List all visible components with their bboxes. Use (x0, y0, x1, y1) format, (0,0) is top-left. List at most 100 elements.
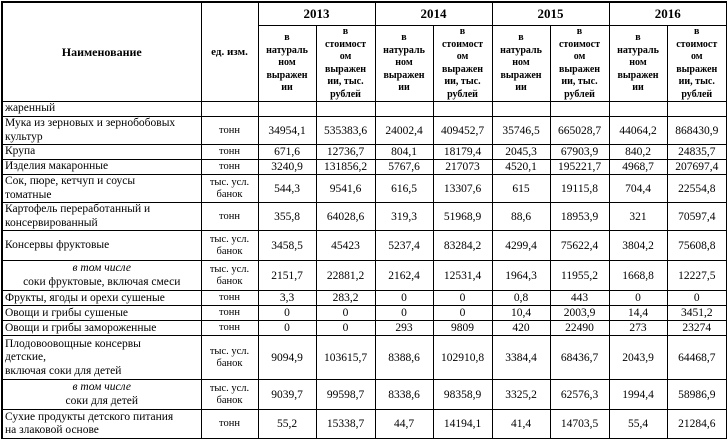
value-cell: 293 (374, 320, 434, 337)
value-cell: 321 (608, 202, 668, 232)
value-cell: 14194,1 (432, 409, 493, 439)
row-name: Овощи и грибы замороженные (1, 320, 202, 337)
value-cell: 3240,9 (257, 159, 317, 176)
value-cell: 4299,4 (491, 230, 551, 262)
value-cell: 12531,4 (432, 260, 493, 292)
value-cell: 10,4 (491, 305, 551, 322)
value-cell: 615 (491, 174, 551, 204)
row-name: Сухие продукты детского питания на злако… (1, 409, 202, 439)
value-cell: 804,1 (374, 144, 434, 161)
value-cell: 355,8 (257, 202, 317, 232)
table-row: Овощи и грибы замороженные тонн 0 0 293 9809 4… (1, 320, 727, 337)
value-cell: 2003,9 (549, 305, 610, 322)
value-cell: 3804,2 (608, 230, 668, 262)
value-cell: 75608,8 (666, 230, 727, 262)
value-cell: 64468,7 (666, 335, 727, 381)
value-cell: 0 (608, 290, 668, 307)
row-unit: тонн (200, 159, 259, 176)
value-cell: 13307,6 (432, 174, 493, 204)
value-cell: 2043,9 (608, 335, 668, 381)
row-unit: тыс. усл. банок (200, 335, 259, 381)
value-cell (491, 101, 551, 117)
row-unit (200, 101, 259, 117)
table-row: Изделия макаронные тонн 3240,9 131856,2 5767… (1, 159, 727, 176)
table-row: Сок, пюре, кетчуп и соусы томатные тыс. у… (1, 174, 727, 204)
value-cell: 12227,5 (666, 260, 727, 292)
value-cell (666, 101, 727, 117)
subheader-value: в стоимост ом выражен ии, тыс. рублей (315, 25, 376, 102)
subheader-natural: в натураль ном выражен ии (491, 25, 551, 102)
value-cell: 665028,7 (549, 115, 610, 146)
value-cell: 44064,2 (608, 115, 668, 146)
value-cell: 9809 (432, 320, 493, 337)
value-cell: 840,2 (608, 144, 668, 161)
value-cell: 8338,6 (374, 379, 434, 411)
value-cell: 544,3 (257, 174, 317, 204)
value-cell: 671,6 (257, 144, 317, 161)
value-cell: 273 (608, 320, 668, 337)
value-cell: 99598,7 (315, 379, 376, 411)
row-name: Овощи и грибы сушеные (1, 305, 202, 322)
table-row: в том числе соки для детей тыс. усл. банок… (1, 379, 727, 411)
value-cell: 21284,6 (666, 409, 727, 439)
value-cell: 102910,8 (432, 335, 493, 381)
value-cell: 58986,9 (666, 379, 727, 411)
value-cell: 41,4 (491, 409, 551, 439)
value-cell: 8388,6 (374, 335, 434, 381)
value-cell: 67903,9 (549, 144, 610, 161)
table-row: Крупа тонн 671,6 12736,7 804,1 18179,4 2045,3 6… (1, 144, 727, 161)
value-cell: 55,4 (608, 409, 668, 439)
subheader-natural: в натураль ном выражен ии (608, 25, 668, 102)
value-cell: 11955,2 (549, 260, 610, 292)
value-cell (432, 101, 493, 117)
table-row: Овощи и грибы сушеные тонн 0 0 0 0 10,4 2003,9 1… (1, 305, 727, 322)
subheader-value: в стоимост ом выражен ии, тыс. рублей (432, 25, 493, 102)
value-cell: 70597,4 (666, 202, 727, 232)
value-cell (608, 101, 668, 117)
value-cell: 0 (315, 305, 376, 322)
row-name: Консервы фруктовые (1, 230, 202, 262)
row-unit: тыс. усл. банок (200, 379, 259, 411)
value-cell: 103615,7 (315, 335, 376, 381)
value-cell: 15338,7 (315, 409, 376, 439)
value-cell: 207697,4 (666, 159, 727, 176)
value-cell: 55,2 (257, 409, 317, 439)
value-cell: 283,2 (315, 290, 376, 307)
table-row: Фрукты, ягоды и орехи сушеные тонн 3,3 283,… (1, 290, 727, 307)
value-cell: 64028,6 (315, 202, 376, 232)
column-header-name: Наименование (1, 1, 202, 102)
value-cell: 1964,3 (491, 260, 551, 292)
value-cell: 4520,1 (491, 159, 551, 176)
row-name: Фрукты, ягоды и орехи сушеные (1, 290, 202, 307)
column-header-year-2016: 2016 (608, 1, 727, 26)
row-unit: тыс. усл. банок (200, 260, 259, 292)
value-cell: 3451,2 (666, 305, 727, 322)
subheader-natural: в натураль ном выражен ии (374, 25, 434, 102)
row-name: в том числе соки для детей (1, 379, 202, 411)
table-row: в том числе соки фруктовые, включая смеси… (1, 260, 727, 292)
value-cell (315, 101, 376, 117)
value-cell: 195221,7 (549, 159, 610, 176)
value-cell: 0 (432, 305, 493, 322)
table-body: жаренный Мука из зерновых и зернобобовых … (1, 101, 727, 439)
value-cell: 75622,4 (549, 230, 610, 262)
row-name: Крупа (1, 144, 202, 161)
value-cell: 0,8 (491, 290, 551, 307)
value-cell: 2162,4 (374, 260, 434, 292)
value-cell: 83284,2 (432, 230, 493, 262)
table-row: Мука из зерновых и зернобобовых культур т… (1, 115, 727, 146)
value-cell: 9039,7 (257, 379, 317, 411)
value-cell: 0 (257, 305, 317, 322)
value-cell: 22490 (549, 320, 610, 337)
value-cell: 1994,4 (608, 379, 668, 411)
value-cell: 45423 (315, 230, 376, 262)
row-unit: тыс. усл. банок (200, 230, 259, 262)
row-name: Изделия макаронные (1, 159, 202, 176)
row-unit: тонн (200, 202, 259, 232)
row-name: жаренный (1, 101, 202, 117)
column-header-year-2015: 2015 (491, 1, 610, 26)
value-cell: 35746,5 (491, 115, 551, 146)
value-cell: 22554,8 (666, 174, 727, 204)
